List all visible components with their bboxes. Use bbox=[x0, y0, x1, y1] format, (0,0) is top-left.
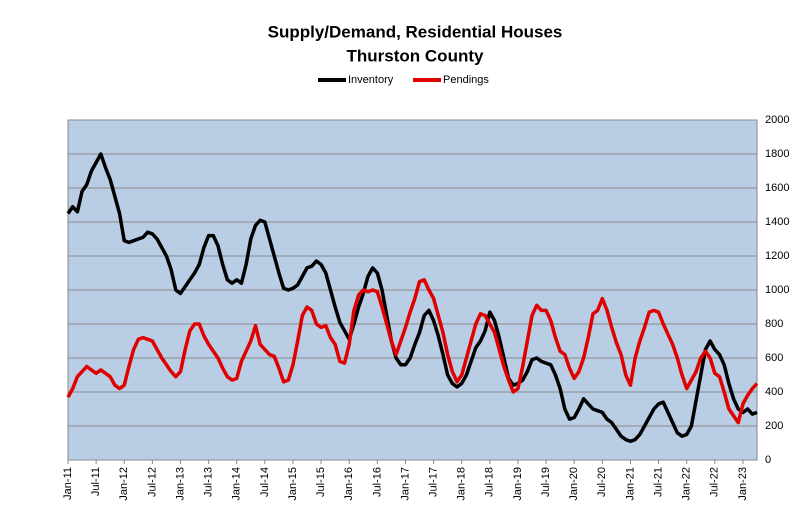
y-tick-label: 400 bbox=[765, 386, 783, 398]
x-tick-label: Jul-12 bbox=[146, 467, 158, 497]
y-tick-label: 1000 bbox=[765, 284, 789, 296]
x-tick-label: Jul-18 bbox=[484, 467, 496, 497]
x-tick-label: Jan-18 bbox=[456, 467, 468, 501]
y-tick-label: 1800 bbox=[765, 148, 789, 160]
legend-label: Inventory bbox=[348, 74, 394, 86]
chart-subtitle: Thurston County bbox=[347, 46, 484, 65]
x-tick-label: Jan-16 bbox=[343, 467, 355, 501]
x-tick-label: Jan-23 bbox=[737, 467, 749, 501]
x-tick-label: Jul-15 bbox=[315, 467, 327, 497]
x-tick-label: Jul-22 bbox=[709, 467, 721, 497]
x-tick-label: Jul-19 bbox=[540, 467, 552, 497]
y-tick-label: 1600 bbox=[765, 182, 789, 194]
x-tick-label: Jan-12 bbox=[118, 467, 130, 501]
y-tick-label: 1400 bbox=[765, 216, 789, 228]
x-tick-label: Jan-19 bbox=[512, 467, 524, 501]
y-tick-label: 600 bbox=[765, 352, 783, 364]
x-tick-label: Jul-14 bbox=[259, 467, 271, 497]
x-tick-label: Jul-13 bbox=[203, 467, 215, 497]
chart-title: Supply/Demand, Residential Houses bbox=[268, 22, 563, 41]
legend-label: Pendings bbox=[443, 74, 489, 86]
y-tick-label: 800 bbox=[765, 318, 783, 330]
x-tick-label: Jan-11 bbox=[62, 467, 74, 500]
x-tick-label: Jan-22 bbox=[681, 467, 693, 501]
x-tick-label: Jan-14 bbox=[231, 467, 243, 501]
x-tick-label: Jan-15 bbox=[287, 467, 299, 501]
x-tick-label: Jan-21 bbox=[624, 467, 636, 501]
x-tick-label: Jul-16 bbox=[371, 467, 383, 497]
y-tick-label: 200 bbox=[765, 420, 783, 432]
x-tick-label: Jul-20 bbox=[596, 467, 608, 497]
x-tick-label: Jan-17 bbox=[399, 467, 411, 501]
y-tick-label: 2000 bbox=[765, 114, 789, 126]
y-tick-label: 0 bbox=[765, 454, 771, 466]
x-tick-label: Jan-13 bbox=[174, 467, 186, 501]
x-tick-label: Jan-20 bbox=[568, 467, 580, 501]
series-line bbox=[66, 152, 758, 444]
series-line bbox=[66, 278, 759, 425]
x-tick-label: Jul-11 bbox=[90, 467, 102, 496]
x-tick-label: Jul-17 bbox=[427, 467, 439, 497]
y-tick-label: 1200 bbox=[765, 250, 789, 262]
x-tick-label: Jul-21 bbox=[652, 467, 664, 497]
